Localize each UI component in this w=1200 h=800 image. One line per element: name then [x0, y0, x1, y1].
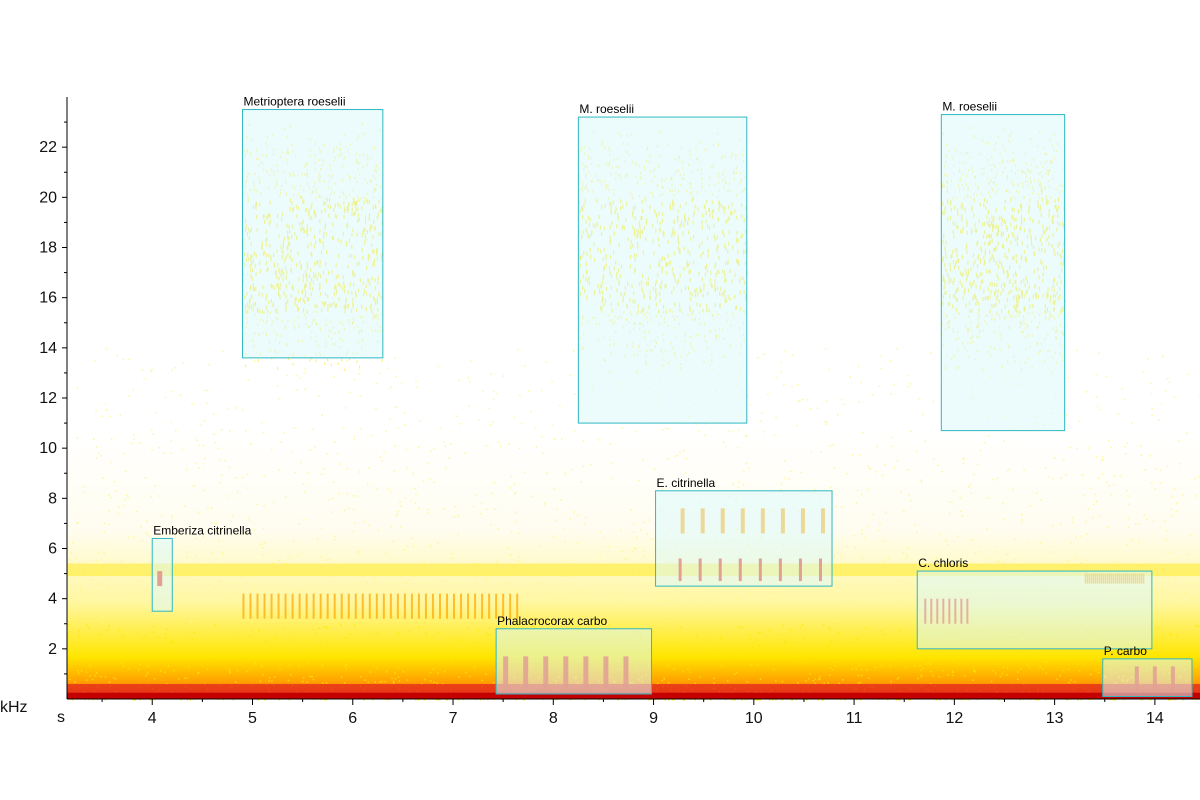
x-tick-label: 11 — [846, 710, 863, 727]
x-tick-label: 5 — [248, 710, 257, 727]
noise-band — [67, 563, 1200, 577]
annotation-label: M. roeselii — [579, 102, 634, 116]
low-frequency-floor-core — [67, 692, 1200, 699]
x-tick-label: 12 — [945, 710, 963, 727]
y-tick-label: 4 — [48, 591, 57, 608]
annotation-box[interactable] — [1102, 658, 1193, 697]
annotation-label: Metrioptera roeselii — [243, 95, 345, 109]
x-tick-label: 8 — [549, 710, 558, 727]
annotation-box[interactable] — [577, 116, 748, 424]
annotation-label: E. citrinella — [657, 476, 716, 490]
axes: 2 4 6 8 10 12 14 16 18 20 22 4 5 6 7 8 9 10 11 12 13 14 kHz s — [0, 97, 1200, 727]
annotation-box[interactable] — [655, 490, 833, 587]
annotation-box[interactable] — [916, 570, 1153, 650]
annotation-label: C. chloris — [918, 556, 968, 570]
y-tick-label: 8 — [48, 490, 57, 507]
y-tick-label: 16 — [39, 290, 57, 307]
annotation-box[interactable] — [241, 109, 384, 359]
annotation-label: P. carbo — [1104, 644, 1147, 658]
annotation-label: Phalacrocorax carbo — [497, 614, 607, 628]
annotation-label: Emberiza citrinella — [153, 523, 251, 537]
y-tick-label: 10 — [39, 440, 57, 457]
x-tick-label: 9 — [649, 710, 658, 727]
x-tick-label: 4 — [148, 710, 157, 727]
y-tick-label: 2 — [48, 641, 57, 658]
x-tick-label: 14 — [1146, 710, 1164, 727]
y-tick-label: 20 — [39, 189, 57, 206]
x-axis-unit-label: s — [57, 709, 65, 726]
x-tick-label: 7 — [449, 710, 458, 727]
y-axis-unit-label: kHz — [0, 699, 28, 716]
y-tick-label: 18 — [39, 240, 57, 257]
annotation-label: M. roeselii — [942, 100, 997, 114]
annotation-box[interactable] — [940, 114, 1066, 432]
x-tick-label: 6 — [348, 710, 357, 727]
y-tick-label: 14 — [39, 340, 57, 357]
annotation-boxes: Metrioptera roeselii M. roeselii M. roesel… — [151, 95, 1193, 697]
x-tick-label: 10 — [745, 710, 763, 727]
annotation-box[interactable] — [151, 537, 173, 612]
y-tick-label: 12 — [39, 390, 57, 407]
annotation-box[interactable] — [495, 628, 653, 695]
y-tick-label: 22 — [39, 139, 57, 156]
y-tick-label: 6 — [48, 541, 57, 558]
x-tick-label: 13 — [1046, 710, 1064, 727]
